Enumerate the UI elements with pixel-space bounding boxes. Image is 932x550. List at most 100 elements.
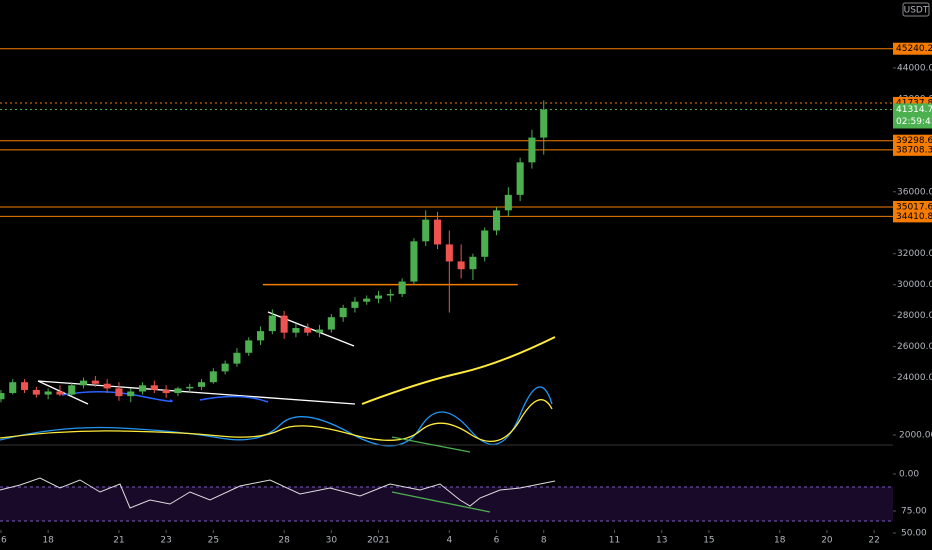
candle-body — [457, 261, 465, 270]
candle-body — [351, 301, 359, 308]
candle-body — [268, 315, 276, 332]
candle-body — [363, 298, 371, 302]
candle-body — [80, 380, 88, 386]
x-tick-label: 2021 — [367, 536, 390, 546]
rsi-band — [0, 487, 893, 521]
level-label: 38708.32 — [896, 145, 932, 155]
candle-body — [103, 383, 111, 389]
candle-body — [209, 371, 217, 383]
candle-body — [115, 388, 123, 397]
unit-label: USDT — [904, 6, 929, 16]
x-tick-label: 18 — [42, 536, 54, 546]
x-tick-label: 16 — [0, 536, 7, 546]
candle-body — [91, 380, 99, 384]
candle-body — [327, 317, 335, 330]
divergence-line — [391, 491, 491, 513]
x-tick-label: 22 — [868, 536, 879, 546]
candle-body — [516, 162, 524, 195]
candle-body — [162, 389, 170, 394]
x-tick-label: 6 — [494, 536, 500, 546]
candle-body — [139, 385, 147, 392]
x-tick-label: 21 — [113, 536, 124, 546]
level-tag — [893, 200, 932, 213]
y-tick-label: 44000.00 — [897, 63, 932, 73]
candle-body — [374, 295, 383, 299]
x-tick-label: 8 — [541, 536, 547, 546]
rsi-tick-label: 75.00 — [901, 507, 927, 517]
candle-body — [233, 352, 241, 364]
y-tick-label: 30000.00 — [897, 280, 932, 290]
candle-body — [528, 137, 536, 163]
candle-body — [280, 315, 288, 333]
level-tag — [893, 143, 932, 156]
candle-body — [44, 391, 52, 395]
candle-body — [386, 293, 394, 296]
rsi-line — [0, 477, 556, 509]
candle-body — [174, 388, 182, 394]
level-label: 34410.80 — [896, 212, 932, 222]
last-price-label: 41314.76 — [896, 105, 932, 115]
candle-body — [186, 386, 194, 389]
x-tick-label: 18 — [774, 536, 786, 546]
last-price-tag — [893, 103, 932, 129]
rsi-tick-label: 50.00 — [901, 529, 927, 539]
candle-body — [127, 391, 135, 397]
x-tick-label: 25 — [208, 536, 219, 546]
trendline — [37, 380, 356, 405]
level-label: 41737.80 — [896, 98, 932, 108]
candle-body — [481, 230, 489, 257]
candle-body — [504, 194, 512, 211]
x-tick-label: 23 — [160, 536, 171, 546]
macd-tick-label: 0.00 — [899, 470, 919, 480]
y-tick-label: 26000.00 — [897, 342, 932, 352]
x-tick-label: 11 — [609, 536, 620, 546]
level-label: 45240.21 — [896, 44, 932, 54]
candle-body — [9, 382, 17, 394]
level-tag — [893, 210, 932, 223]
candle-body — [492, 210, 501, 231]
candle-body — [56, 391, 64, 395]
band-line — [61, 390, 269, 403]
y-tick-label: 36000.00 — [897, 187, 932, 197]
candle-body — [150, 385, 158, 390]
candle-body — [221, 363, 229, 372]
countdown-label: 02:59:41 — [896, 117, 932, 127]
candle-body — [292, 328, 300, 333]
level-tag — [893, 42, 932, 55]
level-tag — [893, 134, 932, 147]
candle-body — [540, 109, 548, 138]
x-tick-label: 30 — [326, 536, 338, 546]
candle-body — [339, 307, 347, 318]
candle-body — [21, 382, 29, 390]
candle-body — [68, 385, 76, 395]
candle-body — [398, 281, 406, 294]
unit-box — [902, 2, 930, 17]
x-tick-label: 20 — [821, 536, 833, 546]
moving-average — [361, 336, 556, 405]
y-tick-label: 24000.00 — [897, 373, 932, 383]
x-tick-label: 4 — [446, 536, 452, 546]
signal-line — [0, 399, 553, 442]
candle-body — [445, 244, 453, 262]
x-tick-label: 15 — [703, 536, 714, 546]
candle-body — [197, 382, 206, 387]
macd-line — [0, 386, 553, 447]
candle-body — [0, 393, 5, 400]
divergence-line — [391, 436, 471, 453]
candle-body — [410, 241, 418, 282]
macd-tick-label: 2000.00 — [899, 431, 932, 441]
x-tick-label: 13 — [656, 536, 667, 546]
candle-body — [256, 331, 265, 341]
candle-body — [433, 219, 442, 245]
level-label: 39298.62 — [896, 136, 932, 146]
candle-body — [469, 256, 477, 270]
x-tick-label: 28 — [278, 536, 290, 546]
y-tick-label: 32000.00 — [897, 249, 932, 259]
y-tick-label: 28000.00 — [897, 311, 932, 321]
candle-body — [304, 328, 312, 333]
candle-body — [422, 219, 430, 242]
level-label: 35017.67 — [896, 202, 932, 212]
